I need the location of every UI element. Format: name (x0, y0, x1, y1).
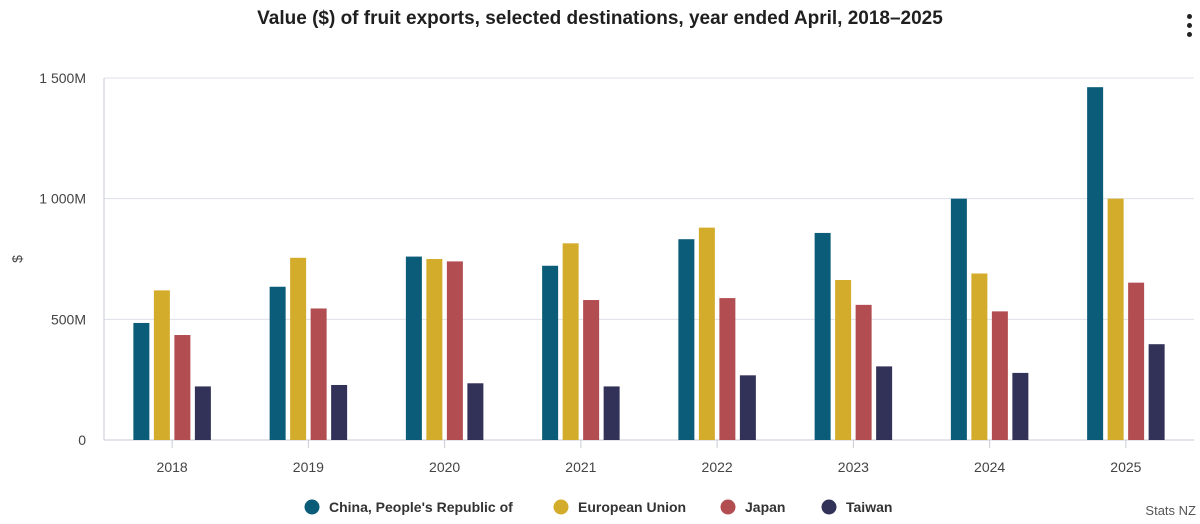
bar[interactable] (855, 304, 872, 440)
bar[interactable] (1087, 87, 1104, 441)
bars (133, 87, 1165, 441)
y-tick-label: 1 000M (39, 191, 86, 207)
credit-text: Stats NZ (1145, 503, 1196, 518)
bar[interactable] (467, 383, 484, 440)
bar[interactable] (290, 257, 307, 440)
y-tick-label: 0 (78, 432, 86, 448)
bar[interactable] (331, 384, 348, 440)
bar[interactable] (603, 386, 620, 440)
y-tick-label: 1 500M (39, 70, 86, 86)
x-tick-label: 2021 (565, 459, 596, 475)
legend-item[interactable]: European Union (553, 499, 687, 515)
bar[interactable] (950, 198, 967, 440)
x-tick-label: 2019 (293, 459, 324, 475)
y-axis-label: $ (9, 255, 25, 263)
legend-label: European Union (578, 499, 686, 515)
bar[interactable] (153, 290, 170, 440)
bar[interactable] (269, 286, 286, 440)
bar[interactable] (876, 366, 893, 440)
legend-label: China, People's Republic of (329, 499, 513, 515)
bar[interactable] (991, 311, 1008, 440)
legend-item[interactable]: Japan (720, 499, 786, 515)
bar[interactable] (405, 256, 422, 440)
x-tick-label: 2020 (429, 459, 460, 475)
bar[interactable] (583, 300, 600, 440)
chart-title: Value ($) of fruit exports, selected des… (257, 8, 943, 29)
x-tick-label: 2023 (838, 459, 869, 475)
x-tick-label: 2018 (157, 459, 188, 475)
bar[interactable] (562, 243, 579, 440)
bar[interactable] (310, 308, 327, 440)
bar[interactable] (971, 273, 988, 440)
bar[interactable] (1128, 282, 1145, 440)
bar[interactable] (678, 239, 695, 440)
legend-label: Japan (745, 499, 785, 515)
gridlines (103, 77, 1194, 441)
legend-swatch (304, 499, 320, 515)
chart-menu-icon[interactable] (1184, 14, 1194, 40)
bar[interactable] (174, 335, 191, 440)
legend-item[interactable]: Taiwan (821, 499, 893, 515)
bar[interactable] (426, 259, 443, 440)
legend-swatch (821, 499, 837, 515)
y-tick-label: 500M (51, 311, 86, 327)
bar[interactable] (133, 322, 150, 440)
bar[interactable] (814, 232, 831, 440)
x-tick-label: 2025 (1110, 459, 1141, 475)
bar[interactable] (719, 298, 736, 440)
bar[interactable] (698, 227, 715, 440)
bar[interactable] (739, 375, 756, 440)
legend-item[interactable]: China, People's Republic of (304, 499, 514, 515)
legend-swatch (553, 499, 569, 515)
x-axis-ticks: 2018 2019 2020 2021 2022 2023 2024 2025 (157, 440, 1142, 475)
bar[interactable] (1148, 344, 1165, 440)
bar[interactable] (1012, 372, 1029, 440)
legend-label: Taiwan (846, 499, 892, 515)
bar[interactable] (446, 261, 463, 440)
x-tick-label: 2022 (702, 459, 733, 475)
legend-swatch (720, 499, 736, 515)
bar[interactable] (1107, 198, 1124, 440)
bar[interactable] (835, 279, 852, 440)
x-tick-label: 2024 (974, 459, 1005, 475)
bar[interactable] (194, 386, 211, 440)
bar[interactable] (542, 265, 559, 440)
legend: China, People's Republic of European Unio… (304, 499, 893, 515)
y-axis-ticks: 0 500M 1 000M 1 500M (39, 70, 86, 448)
